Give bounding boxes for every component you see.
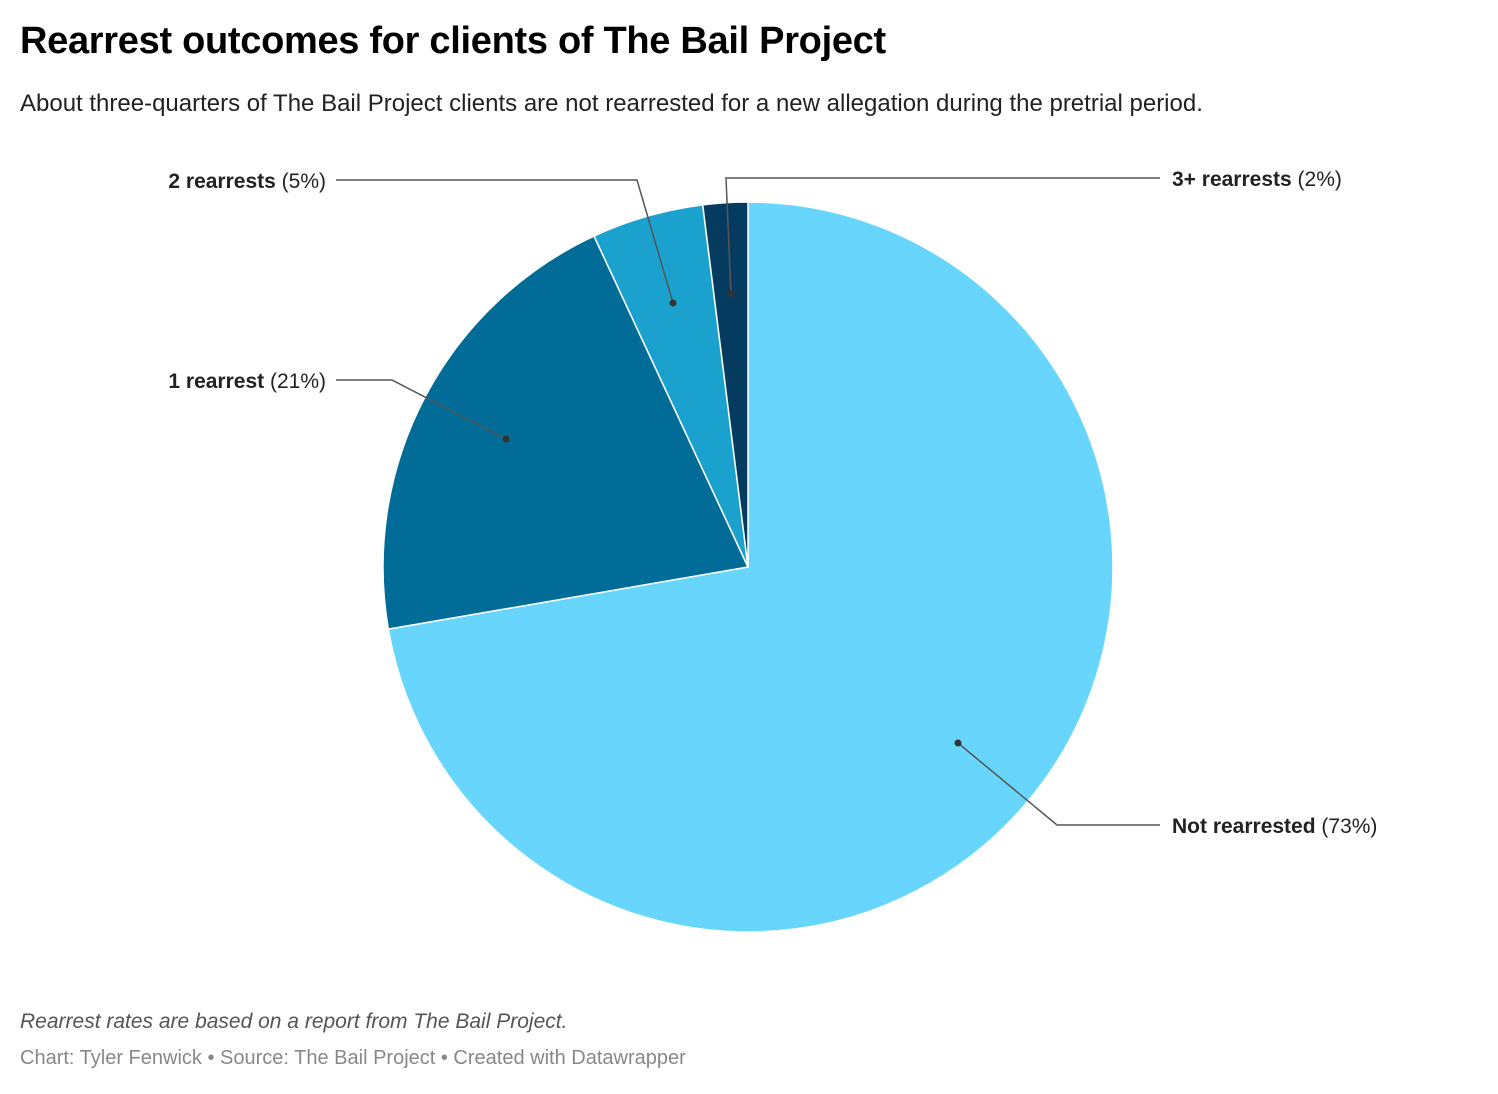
pie-slice-3-rearrests [701, 201, 749, 568]
slice-label-name: 2 rearrests [168, 170, 275, 193]
slice-label-value: (21%) [264, 370, 326, 393]
leader-line [336, 379, 507, 440]
slice-label: 2 rearrests (5%) [168, 170, 326, 193]
leader-dot [502, 435, 510, 443]
leader-dot [727, 290, 735, 298]
pie-slice-1-rearrest [382, 235, 750, 631]
leader-dot [669, 299, 677, 307]
slice-label-value: (2%) [1292, 168, 1342, 191]
leader-line [336, 179, 674, 304]
slice-label-value: (5%) [276, 170, 326, 193]
chart-title: Rearrest outcomes for clients of The Bai… [20, 20, 886, 62]
leader-line [957, 742, 1160, 826]
chart-notes: Rearrest rates are based on a report fro… [20, 1010, 568, 1033]
slice-label: 1 rearrest (21%) [168, 370, 326, 393]
slice-label: Not rearrested (73%) [1172, 815, 1377, 838]
chart-subtitle: About three-quarters of The Bail Project… [20, 90, 1203, 117]
slice-label: 3+ rearrests (2%) [1172, 168, 1342, 191]
slice-label-name: Not rearrested [1172, 815, 1316, 838]
slice-label-value: (73%) [1316, 815, 1378, 838]
slice-label-name: 3+ rearrests [1172, 168, 1292, 191]
leader-line [725, 177, 1160, 295]
pie-slice-not-rearrested [387, 201, 1114, 933]
slice-label-name: 1 rearrest [168, 370, 264, 393]
leader-dot [954, 739, 962, 747]
chart-byline: Chart: Tyler Fenwick • Source: The Bail … [20, 1047, 686, 1069]
